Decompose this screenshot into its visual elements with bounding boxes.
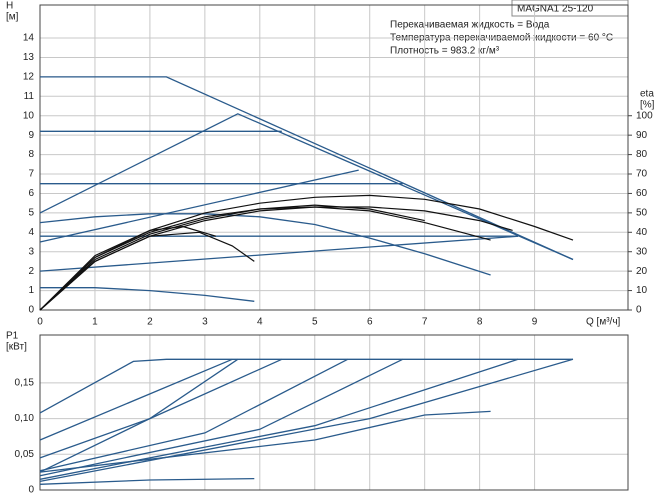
y-tick-label: 9 bbox=[28, 130, 34, 141]
efficiency-curve bbox=[39, 225, 217, 311]
y-tick-label: 0 bbox=[28, 485, 34, 496]
curve bbox=[39, 169, 359, 243]
y2-tick-label: 50 bbox=[636, 208, 648, 219]
y2-unit: [%] bbox=[640, 100, 655, 111]
curve bbox=[39, 358, 403, 477]
x-tick-label: 5 bbox=[312, 317, 318, 328]
efficiency-curve bbox=[39, 204, 425, 311]
x-tick-label: 7 bbox=[422, 317, 428, 328]
curve bbox=[39, 213, 491, 276]
y-tick-label: 12 bbox=[23, 72, 35, 83]
x-tick-label: 6 bbox=[367, 317, 373, 328]
y-tick-label: 14 bbox=[23, 33, 35, 44]
y-tick-label: 6 bbox=[28, 188, 34, 199]
y-unit: [кВт] bbox=[6, 342, 27, 353]
model-name: MAGNA1 25-120 bbox=[517, 4, 594, 15]
y-tick-label: 0,10 bbox=[15, 413, 35, 424]
y-tick-label: 3 bbox=[28, 246, 34, 257]
curve bbox=[39, 358, 233, 441]
x-tick-label: 9 bbox=[532, 317, 538, 328]
curve bbox=[39, 477, 255, 485]
y-tick-label: 0,05 bbox=[15, 449, 35, 460]
y-tick-label: 1 bbox=[28, 285, 34, 296]
y-tick-label: 8 bbox=[28, 149, 34, 160]
y-tick-label: 0 bbox=[28, 305, 34, 316]
y2-tick-label: 80 bbox=[636, 149, 648, 160]
x-tick-label: 4 bbox=[257, 317, 263, 328]
y-label: H bbox=[6, 1, 13, 12]
curve bbox=[40, 287, 255, 302]
curve bbox=[39, 358, 239, 473]
x-tick-label: 8 bbox=[477, 317, 483, 328]
y-tick-label: 10 bbox=[23, 110, 35, 121]
plot-frame bbox=[39, 4, 629, 311]
y2-tick-label: 0 bbox=[636, 305, 642, 316]
curve bbox=[39, 113, 574, 261]
annotation: Плотность = 983.2 кг/м³ bbox=[390, 46, 500, 57]
y2-tick-label: 100 bbox=[636, 110, 653, 121]
curve bbox=[39, 358, 573, 414]
y-label: P1 bbox=[6, 331, 19, 342]
y-tick-label: 0,15 bbox=[15, 377, 35, 388]
x-tick-label: 2 bbox=[147, 317, 153, 328]
x-label: Q [м³/ч] bbox=[586, 317, 621, 328]
curve bbox=[39, 358, 348, 472]
y2-tick-label: 70 bbox=[636, 169, 648, 180]
x-tick-label: 3 bbox=[202, 317, 208, 328]
curve bbox=[39, 358, 574, 483]
curve bbox=[39, 410, 491, 473]
y2-tick-label: 10 bbox=[636, 285, 648, 296]
curve bbox=[40, 76, 574, 261]
annotation: Перекачиваемая жидкость = Вода bbox=[390, 20, 550, 31]
y2-tick-label: 40 bbox=[636, 227, 648, 238]
y-tick-label: 5 bbox=[28, 208, 34, 219]
y2-tick-label: 60 bbox=[636, 188, 648, 199]
x-tick-label: 0 bbox=[37, 317, 43, 328]
y-tick-label: 11 bbox=[24, 91, 35, 102]
y-unit: [м] bbox=[6, 12, 19, 23]
curve bbox=[39, 235, 519, 272]
y-tick-label: 7 bbox=[28, 169, 34, 180]
x-tick-label: 1 bbox=[92, 317, 98, 328]
y2-tick-label: 90 bbox=[636, 130, 648, 141]
y-tick-label: 13 bbox=[23, 52, 35, 63]
y2-tick-label: 30 bbox=[636, 246, 648, 257]
y-tick-label: 2 bbox=[28, 266, 34, 277]
y2-tick-label: 20 bbox=[636, 266, 648, 277]
efficiency-curve bbox=[39, 206, 513, 311]
efficiency-curve bbox=[39, 231, 255, 311]
y-tick-label: 4 bbox=[28, 227, 34, 238]
y2-label: eta bbox=[640, 89, 654, 100]
